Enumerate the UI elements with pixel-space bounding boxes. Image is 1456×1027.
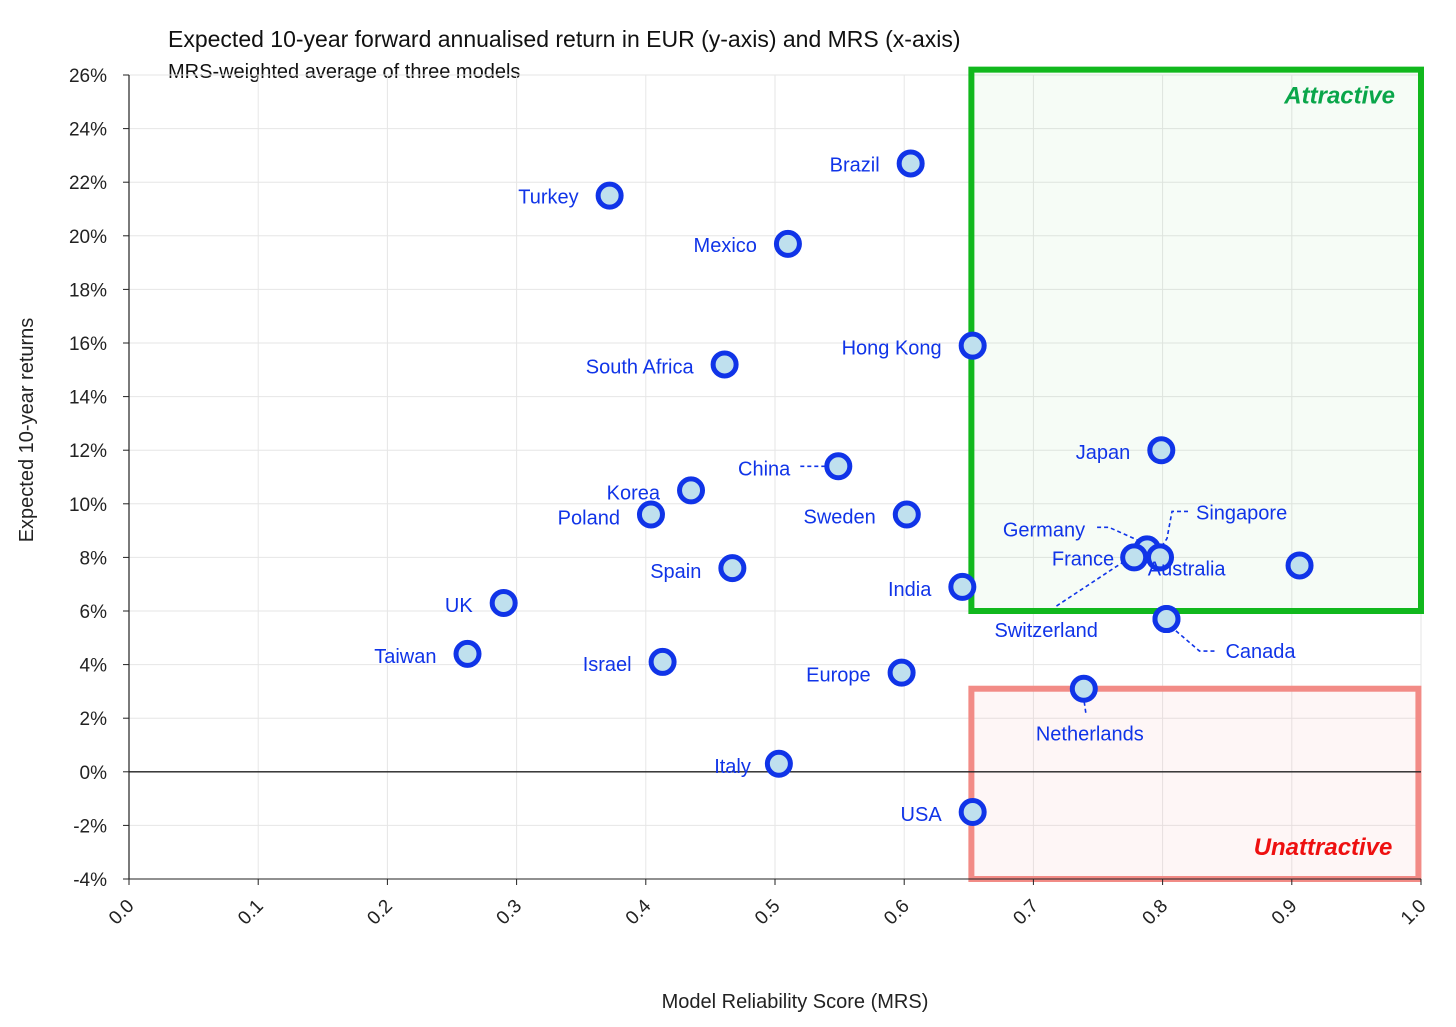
- y-tick-label: 14%: [69, 388, 107, 409]
- chart-title: Expected 10-year forward annualised retu…: [168, 26, 961, 52]
- label-mexico: Mexico: [694, 235, 757, 257]
- label-south-africa: South Africa: [586, 356, 695, 378]
- unattractive-label: Unattractive: [1254, 834, 1393, 861]
- gridlines: [128, 74, 1422, 880]
- label-brazil: Brazil: [830, 154, 880, 176]
- y-tick-label: 0%: [80, 763, 108, 784]
- y-tick-label: 12%: [69, 441, 107, 462]
- point-sweden: [892, 500, 921, 529]
- point-hong-kong: [958, 331, 987, 360]
- point-australia: [1285, 551, 1314, 580]
- data-points: [453, 149, 1314, 826]
- leader-line-canada: [1170, 626, 1215, 652]
- point-spain: [718, 554, 747, 583]
- point-india: [948, 572, 977, 601]
- point-brazil: [896, 149, 925, 178]
- label-canada: Canada: [1225, 641, 1296, 663]
- point-labels: Brazil Turkey Mexico Hong Kong South Africa J…: [374, 154, 1296, 826]
- label-italy: Italy: [714, 756, 751, 778]
- y-tick-label: 26%: [69, 66, 107, 87]
- x-tick-label: 1.0: [1397, 896, 1431, 930]
- point-canada: [1152, 605, 1181, 634]
- label-india: India: [888, 579, 932, 601]
- point-taiwan: [453, 639, 482, 668]
- label-australia: Australia: [1148, 558, 1227, 580]
- point-france: [1120, 543, 1149, 572]
- x-tick-label: 0.5: [751, 896, 785, 930]
- x-tick-label: 0.1: [234, 896, 268, 930]
- y-tick-label: 22%: [69, 173, 107, 194]
- x-tick-label: 0.8: [1139, 896, 1173, 930]
- label-poland: Poland: [558, 508, 620, 530]
- attractive-label: Attractive: [1283, 83, 1395, 110]
- y-tick-label: 20%: [69, 227, 107, 248]
- label-israel: Israel: [583, 654, 632, 676]
- label-uk: UK: [445, 595, 473, 617]
- y-tick-label: -2%: [73, 816, 107, 837]
- label-usa: USA: [901, 804, 943, 826]
- label-netherlands: Netherlands: [1036, 724, 1144, 746]
- x-tick-label: 0.9: [1268, 896, 1302, 930]
- x-tick-label: 0.2: [363, 896, 397, 930]
- label-spain: Spain: [650, 561, 701, 583]
- point-usa: [958, 798, 987, 826]
- point-italy: [764, 749, 793, 778]
- label-japan: Japan: [1076, 442, 1131, 464]
- chart-subtitle: MRS-weighted average of three models: [168, 61, 520, 83]
- leader-lines: [800, 465, 1215, 713]
- point-singapore: [1146, 543, 1175, 572]
- y-tick-label: 2%: [80, 709, 108, 730]
- x-tick-label: 0.4: [622, 895, 656, 929]
- y-tick-label: 24%: [69, 120, 107, 141]
- label-hong-kong: Hong Kong: [842, 338, 942, 360]
- x-tick-label: 0.3: [493, 896, 527, 930]
- x-axis-title: Model Reliability Score (MRS): [662, 991, 929, 1013]
- point-israel: [648, 647, 677, 676]
- unattractive-zone: [968, 685, 1422, 882]
- y-tick-label: 4%: [80, 656, 108, 677]
- point-south-africa: [710, 350, 739, 379]
- y-tick-label: 6%: [80, 602, 108, 623]
- leader-line-singapore: [1160, 510, 1189, 548]
- leader-line-netherlands: [1082, 698, 1087, 713]
- label-france: France: [1052, 548, 1114, 570]
- point-mexico: [773, 229, 802, 258]
- y-axis-title: Expected 10-year returns: [16, 318, 38, 543]
- label-turkey: Turkey: [518, 187, 578, 209]
- y-tick-label: 16%: [69, 334, 107, 355]
- point-japan: [1147, 436, 1176, 465]
- point-korea: [677, 476, 706, 505]
- attractive-zone: [968, 66, 1424, 614]
- label-korea: Korea: [607, 482, 661, 504]
- x-tick-label: 0.6: [880, 896, 914, 930]
- x-tick-label: 0.0: [105, 896, 139, 930]
- point-poland: [636, 500, 665, 529]
- point-europe: [887, 658, 916, 687]
- label-taiwan: Taiwan: [374, 646, 436, 668]
- point-china: [824, 452, 853, 481]
- label-switzerland: Switzerland: [994, 620, 1097, 642]
- point-uk: [489, 588, 518, 617]
- y-tick-label: 10%: [69, 495, 107, 516]
- y-tick-label: 18%: [69, 280, 107, 301]
- label-singapore: Singapore: [1196, 502, 1287, 524]
- label-china: China: [738, 458, 791, 480]
- zones: Attractive Unattractive: [968, 66, 1424, 882]
- y-tick-label: -4%: [73, 870, 107, 891]
- point-netherlands: [1069, 674, 1098, 703]
- x-tick-label: 0.7: [1009, 896, 1043, 930]
- label-germany: Germany: [1003, 519, 1085, 541]
- label-sweden: Sweden: [804, 507, 876, 529]
- point-turkey: [595, 181, 624, 210]
- leader-line-switzerland: [1056, 550, 1141, 607]
- label-europe: Europe: [806, 665, 871, 687]
- y-tick-label: 8%: [80, 548, 108, 569]
